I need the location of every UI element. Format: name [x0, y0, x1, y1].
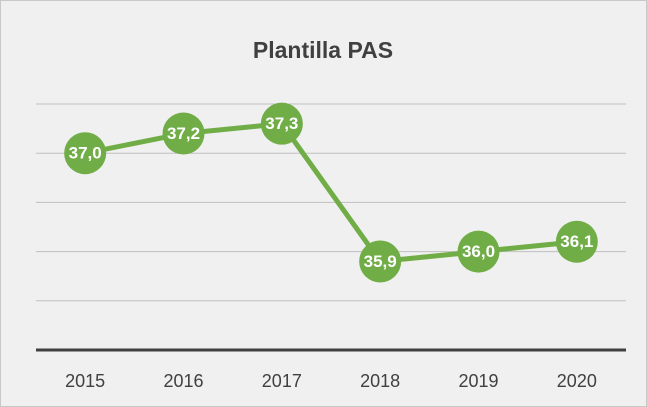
- point: [162, 112, 205, 155]
- point: [457, 230, 500, 273]
- data-label: 35,9: [364, 252, 397, 271]
- data-label: 36,1: [560, 232, 593, 251]
- data-label: 37,3: [265, 114, 298, 133]
- x-tick-label: 2018: [360, 371, 400, 391]
- point: [359, 240, 402, 283]
- data-label: 37,0: [69, 144, 102, 163]
- data-label: 37,2: [167, 124, 200, 143]
- data-label: 36,0: [462, 242, 495, 261]
- x-tick-label: 2019: [458, 371, 498, 391]
- x-tick-label: 2016: [163, 371, 203, 391]
- point: [555, 220, 598, 263]
- x-tick-label: 2015: [65, 371, 105, 391]
- chart-title: Plantilla PAS: [253, 37, 393, 63]
- x-tick-label: 2017: [262, 371, 302, 391]
- point: [64, 132, 107, 175]
- x-tick-label: 2020: [557, 371, 597, 391]
- point: [260, 102, 303, 145]
